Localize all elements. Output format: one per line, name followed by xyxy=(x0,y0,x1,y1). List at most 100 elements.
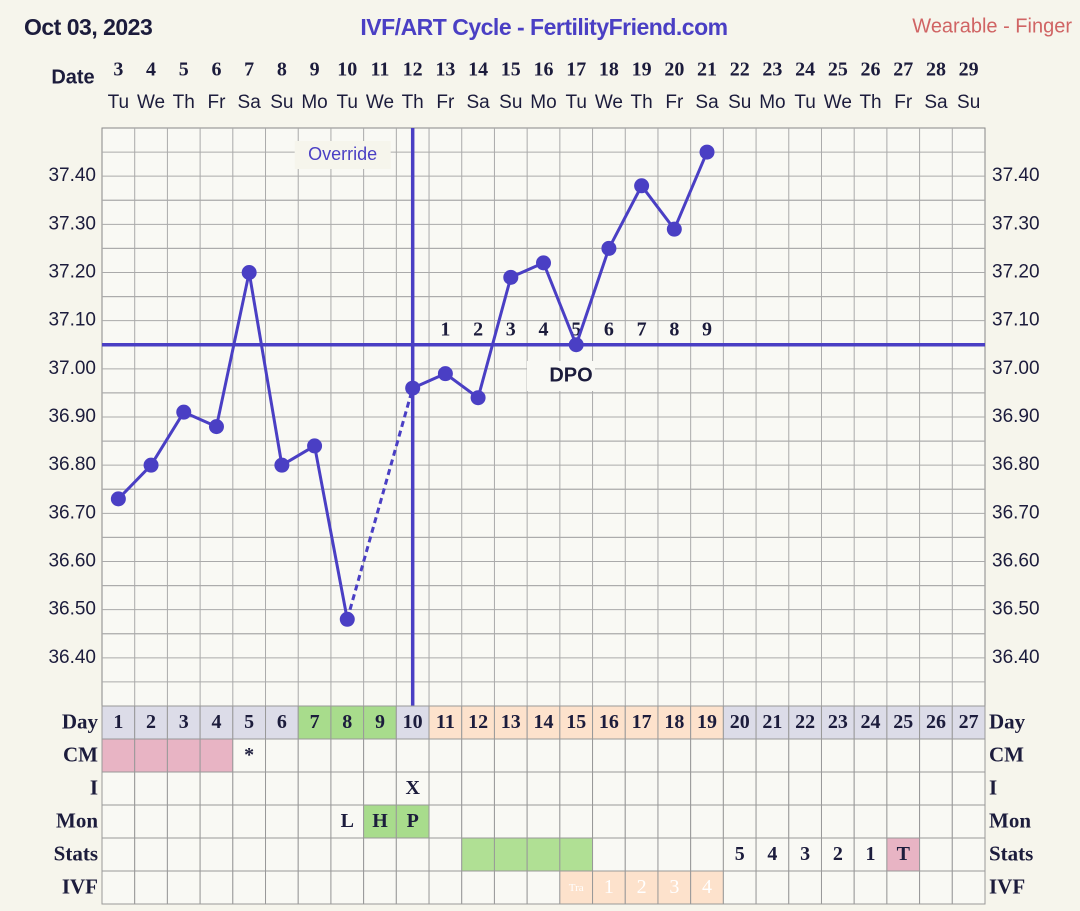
weekday-label: Sa xyxy=(466,92,490,113)
table-cell xyxy=(395,705,430,740)
table-cell xyxy=(853,771,888,806)
table-cell xyxy=(461,804,495,839)
table-cell xyxy=(886,804,921,839)
table-cell xyxy=(788,870,822,905)
table-cell xyxy=(853,870,888,905)
table-cell xyxy=(624,771,659,806)
table-cell xyxy=(330,837,365,872)
cell-text: 1 xyxy=(113,711,123,733)
y-tick-label: 37.30 xyxy=(48,213,96,234)
row-label-right: Day xyxy=(989,709,1026,733)
table-cell xyxy=(395,738,430,773)
y-tick-label: 37.40 xyxy=(48,165,96,186)
table-cell xyxy=(951,804,986,839)
table-cell xyxy=(526,837,561,872)
weekday-label: Th xyxy=(859,92,881,113)
table-cell xyxy=(134,738,168,773)
table-cell xyxy=(592,804,626,839)
cell-text: 11 xyxy=(436,711,455,733)
table-cell xyxy=(690,771,724,806)
date-label: 6 xyxy=(211,59,221,81)
cell-text: 25 xyxy=(893,711,913,733)
table-cell xyxy=(788,837,822,872)
cell-text: 12 xyxy=(468,711,488,733)
y-tick-label-right: 37.40 xyxy=(992,165,1040,186)
table-cell xyxy=(886,837,921,872)
date-label: 21 xyxy=(697,59,717,81)
table-cell xyxy=(493,705,528,740)
table-cell xyxy=(363,804,397,839)
override-label: Override xyxy=(308,144,377,164)
y-tick-label: 37.00 xyxy=(48,358,96,379)
table-cell xyxy=(559,837,594,872)
table-cell xyxy=(134,837,168,872)
weekday-label: Su xyxy=(270,92,293,113)
y-tick-label-right: 36.80 xyxy=(992,454,1040,475)
table-cell xyxy=(134,870,168,905)
table-cell xyxy=(232,870,267,905)
dpo-number: 7 xyxy=(637,319,647,341)
table-cell xyxy=(919,870,953,905)
table-cell xyxy=(363,870,397,905)
temperature-point xyxy=(208,419,224,435)
cell-text: 8 xyxy=(342,711,352,733)
table-cell xyxy=(690,738,724,773)
weekday-label: Mo xyxy=(530,92,556,113)
date-label: 17 xyxy=(566,59,586,81)
weekday-label: Tu xyxy=(108,92,129,113)
table-cell xyxy=(330,738,365,773)
table-cell xyxy=(134,804,168,839)
table-cell xyxy=(297,837,332,872)
dpo-number: 1 xyxy=(440,319,450,341)
y-tick-label-right: 37.10 xyxy=(992,310,1040,331)
y-tick-label-right: 36.70 xyxy=(992,502,1040,523)
table-cell xyxy=(265,837,299,872)
weekday-label: Tu xyxy=(794,92,815,113)
date-label: 20 xyxy=(664,59,684,81)
table-cell xyxy=(428,804,463,839)
date-label: 23 xyxy=(762,59,782,81)
table-cell xyxy=(755,837,790,872)
table-cell xyxy=(461,771,495,806)
table-cell xyxy=(853,804,888,839)
table-cell xyxy=(951,738,986,773)
table-cell xyxy=(755,804,790,839)
weekday-label: Fr xyxy=(894,92,913,113)
cell-text: H xyxy=(372,810,388,832)
override-box xyxy=(294,141,391,169)
cell-text: 5 xyxy=(735,843,745,865)
table-cell xyxy=(919,837,953,872)
cell-text: 4 xyxy=(211,711,221,733)
date-label: 4 xyxy=(146,59,156,81)
date-label: 10 xyxy=(337,59,357,81)
table-cell xyxy=(363,837,397,872)
cell-text: 16 xyxy=(599,711,619,733)
temperature-point xyxy=(110,491,126,507)
table-cell xyxy=(624,804,659,839)
table-cell xyxy=(722,738,757,773)
table-cell xyxy=(395,870,430,905)
cell-text: * xyxy=(244,744,254,766)
date-label: 29 xyxy=(959,59,979,81)
weekday-label: Fr xyxy=(207,92,226,113)
temperature-point xyxy=(470,390,486,406)
table-cell xyxy=(428,705,463,740)
row-label-right: Mon xyxy=(989,808,1031,832)
gap-connector xyxy=(345,387,415,620)
table-cell xyxy=(755,738,790,773)
temperature-point xyxy=(241,265,257,280)
row-label-right: CM xyxy=(989,742,1024,766)
temperature-line xyxy=(412,151,709,401)
weekday-label: We xyxy=(137,92,165,113)
table-cell xyxy=(820,870,855,905)
chart-title: IVF/ART Cycle - FertilityFriend.com xyxy=(360,14,727,40)
table-cell xyxy=(820,738,855,773)
cell-text: 4 xyxy=(767,843,777,865)
cell-text: 24 xyxy=(861,711,881,733)
weekday-label: We xyxy=(824,92,852,113)
table-cell xyxy=(559,771,594,806)
temperature-point xyxy=(634,178,650,194)
cell-text: 14 xyxy=(534,711,554,733)
y-tick-label-right: 36.50 xyxy=(992,599,1040,620)
table-cell xyxy=(297,738,332,773)
